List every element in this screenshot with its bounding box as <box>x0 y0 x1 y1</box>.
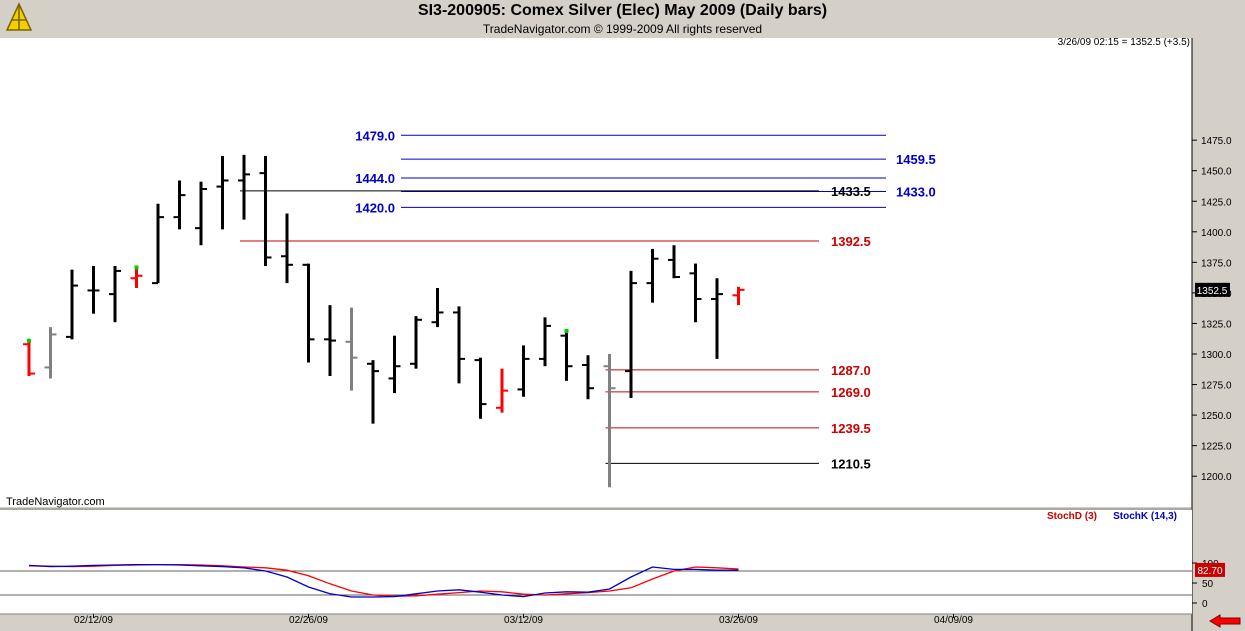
price-bar <box>496 368 508 413</box>
stochastic-indicator: 10050082.70 <box>0 559 1225 610</box>
indicator-tick-label: 0 <box>1202 599 1208 610</box>
level-label: 1420.0 <box>355 200 395 215</box>
price-bar <box>195 181 207 246</box>
level-label: 1433.0 <box>896 184 936 199</box>
current-price-label: 1352.5 <box>1197 286 1228 297</box>
price-bar <box>345 307 358 391</box>
scroll-left-arrow-icon[interactable] <box>1209 614 1241 628</box>
chart-header: SI3-200905: Comex Silver (Elec) May 2009… <box>0 0 1245 38</box>
level-label: 1433.5 <box>831 184 871 199</box>
price-bar <box>173 180 186 230</box>
level-label: 1239.5 <box>831 421 871 436</box>
price-bar <box>302 263 315 363</box>
price-bar <box>625 270 637 398</box>
price-bar <box>582 355 594 400</box>
price-bar <box>431 288 444 328</box>
price-tick-label: 1225.0 <box>1201 442 1232 453</box>
price-tick-label: 1375.0 <box>1201 258 1232 269</box>
price-bar <box>539 317 551 367</box>
stochd-legend: StochD (3) <box>1047 511 1097 522</box>
price-bar <box>367 360 379 424</box>
date-tick-label: 03/12/09 <box>504 615 543 626</box>
price-bar <box>259 156 272 267</box>
price-tick-label: 1325.0 <box>1201 319 1232 330</box>
trade-navigator-logo-icon <box>5 2 33 31</box>
price-bar <box>474 357 487 419</box>
price-bar <box>668 245 680 279</box>
price-bar <box>517 345 530 397</box>
price-bar <box>216 156 229 230</box>
price-bar <box>130 268 143 289</box>
date-tick-label: 02/12/09 <box>74 615 113 626</box>
price-bar <box>732 286 745 306</box>
price-bar <box>324 305 336 376</box>
stochk-legend: StochK (14,3) <box>1113 511 1177 522</box>
signal-marker <box>564 329 569 334</box>
indicator-pane[interactable] <box>0 510 1192 614</box>
indicator-tick-label: 50 <box>1202 579 1214 590</box>
indicator-value-label: 82.70 <box>1197 566 1222 577</box>
level-label: 1444.0 <box>355 171 395 186</box>
price-bar <box>603 354 616 488</box>
level-lines: 1479.0 1459.5 1444.0 1433.0 1420.0 1433.5 1392… <box>240 128 936 471</box>
price-tick-label: 1475.0 <box>1201 136 1232 147</box>
price-bar <box>66 269 78 340</box>
level-label: 1269.0 <box>831 385 871 400</box>
price-tick-label: 1200.0 <box>1201 472 1232 483</box>
price-bar <box>109 266 121 323</box>
price-bar <box>44 327 57 379</box>
date-axis: 02/12/09 02/26/09 03/12/09 03/26/09 04/09/09 <box>74 614 973 626</box>
price-tick-label: 1400.0 <box>1201 228 1232 239</box>
current-price-box <box>1195 282 1230 297</box>
price-tick-label: 1450.0 <box>1201 167 1232 178</box>
price-tick-label: 1250.0 <box>1201 411 1232 422</box>
watermark-text: TradeNavigator.com <box>6 496 105 508</box>
price-chart[interactable]: 1475.01450.01425.01400.01375.01350.01325… <box>0 38 1245 631</box>
price-tick-label: 1300.0 <box>1201 350 1232 361</box>
level-label: 1210.5 <box>831 456 871 471</box>
date-tick-label: 02/26/09 <box>289 615 328 626</box>
price-bar <box>87 266 100 314</box>
level-label: 1392.5 <box>831 234 871 249</box>
date-tick-label: 04/09/09 <box>934 615 973 626</box>
price-bar <box>23 341 35 376</box>
price-tick-label: 1425.0 <box>1201 197 1232 208</box>
price-pane[interactable] <box>0 38 1192 507</box>
last-quote-text: 3/26/09 02:15 = 1352.5 (+3.5) <box>1058 38 1190 48</box>
indicator-value-box <box>1195 562 1225 577</box>
price-tick-label: 1275.0 <box>1201 381 1232 392</box>
chart-title: SI3-200905: Comex Silver (Elec) May 2009… <box>417 2 828 19</box>
price-bar <box>388 335 401 394</box>
price-bar <box>689 263 702 323</box>
copyright-text: TradeNavigator.com © 1999-2009 All right… <box>482 22 763 36</box>
price-bar <box>453 306 465 384</box>
price-bar <box>646 248 659 303</box>
price-bars <box>23 154 745 488</box>
stochk-line <box>28 563 739 598</box>
price-axis: 1475.01450.01425.01400.01375.01350.01325… <box>1192 136 1232 483</box>
date-tick-label: 03/26/09 <box>719 615 758 626</box>
price-bar <box>152 203 164 285</box>
price-bar <box>560 332 573 381</box>
level-label: 1459.5 <box>896 152 936 167</box>
price-bar <box>281 213 293 284</box>
signal-marker <box>27 338 31 343</box>
price-bar <box>410 316 422 369</box>
signal-marker <box>134 265 139 270</box>
level-label: 1287.0 <box>831 363 871 378</box>
price-bar <box>238 154 250 220</box>
price-bar <box>711 278 723 359</box>
level-label: 1479.0 <box>355 128 395 143</box>
